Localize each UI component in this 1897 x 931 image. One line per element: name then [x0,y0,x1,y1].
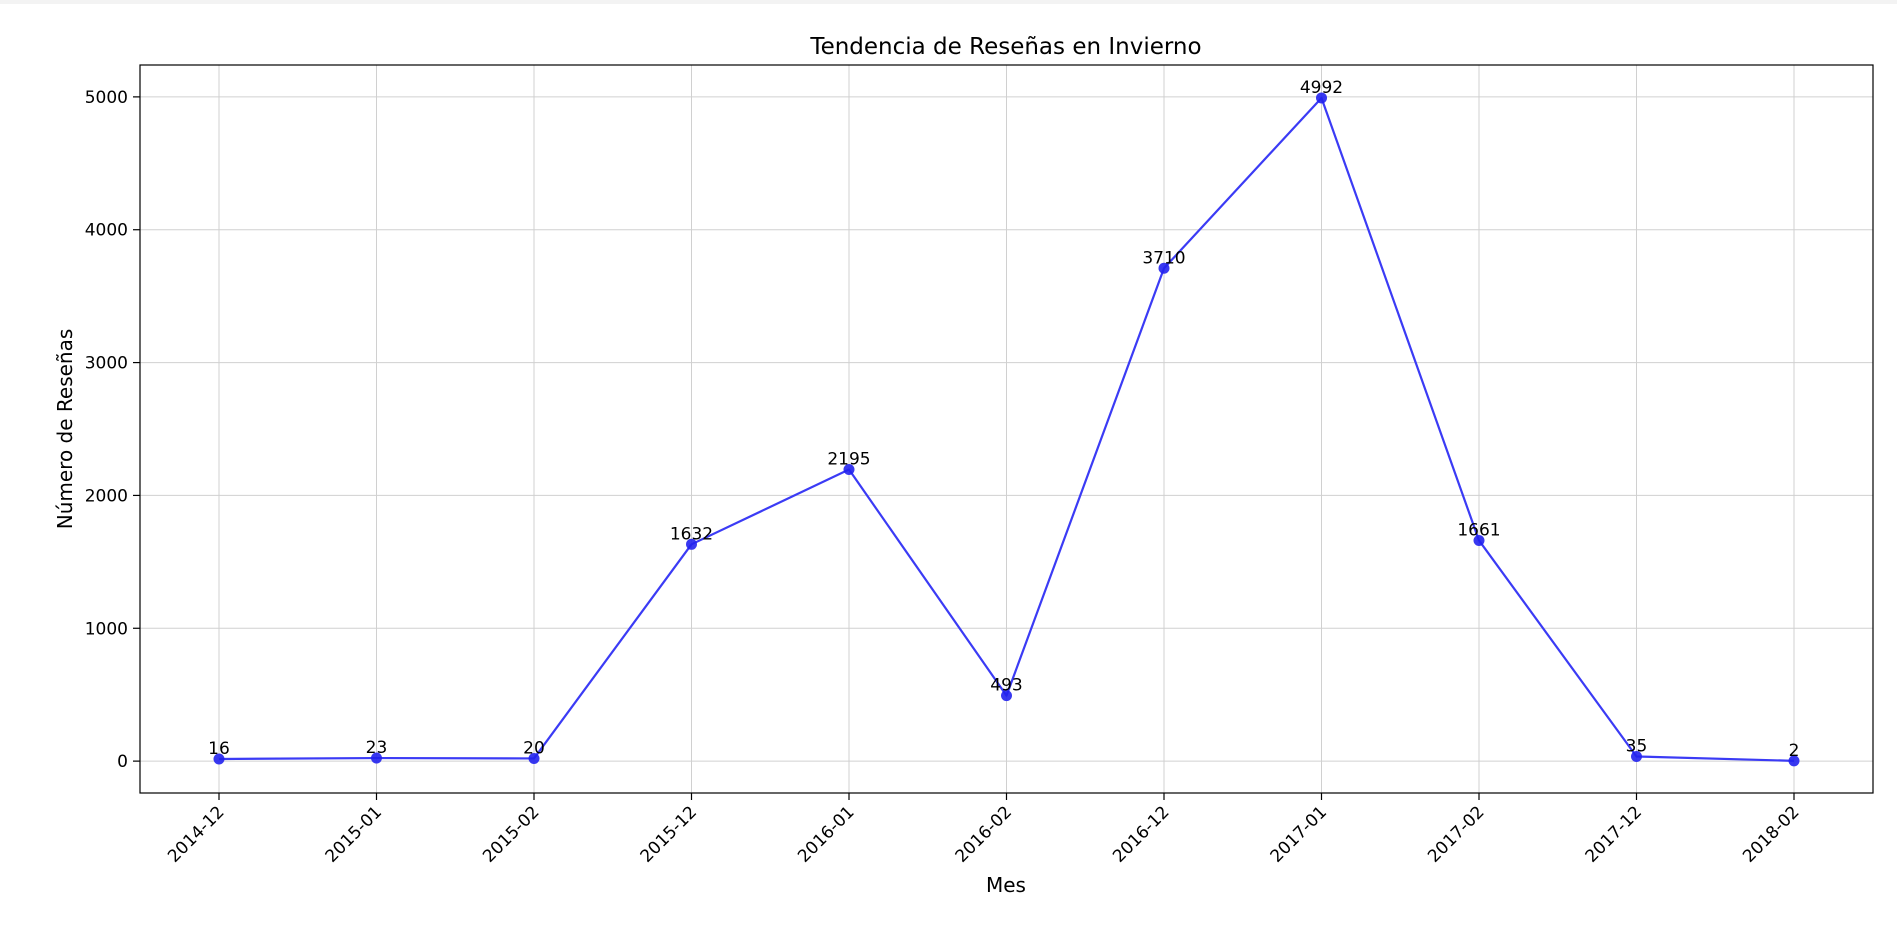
data-point [1788,755,1800,767]
grid-lines [140,65,1873,793]
data-point [1631,750,1642,762]
window-top-strip [0,0,1897,4]
data-point [1473,534,1485,546]
x-tick-label: 2015-02 [479,802,543,866]
data-point [1001,690,1012,702]
data-point [213,753,225,765]
x-tick-label: 2016-01 [794,802,858,866]
y-tick-label: 1000 [85,619,128,639]
data-label: 1661 [1457,520,1500,540]
data-label: 35 [1626,736,1648,756]
series-group [213,92,1800,767]
x-tick-label: 2017-02 [1424,802,1488,866]
data-point [1316,92,1327,104]
x-tick-label: 2015-12 [637,802,701,866]
y-tick-label: 0 [117,752,128,772]
data-point [1158,262,1170,274]
data-label: 23 [366,738,388,758]
x-tick-label: 2018-02 [1739,802,1803,866]
data-label: 1632 [670,524,713,544]
data-point [686,538,697,550]
data-labels: 16 23 20 1632 2195 493 3710 4992 1661 35 2 [208,78,1799,761]
data-label: 2 [1789,741,1800,761]
data-label: 16 [208,739,230,759]
x-tick-label: 2017-12 [1582,802,1646,866]
y-tick-label: 3000 [85,354,128,374]
y-tick-label: 2000 [85,486,128,506]
x-tick-label: 2015-01 [322,802,386,866]
y-axis-label: Número de Reseñas [53,329,77,530]
data-label: 3710 [1142,248,1185,268]
x-tick-label: 2016-12 [1109,802,1173,866]
y-tick-label: 4000 [85,221,128,241]
data-point [371,752,382,764]
data-point [528,752,540,764]
data-point [843,464,855,476]
x-axis-label: Mes [986,873,1026,897]
y-axis-ticks: 0 1000 2000 3000 4000 5000 [85,88,140,772]
x-tick-label: 2017-01 [1267,802,1331,866]
data-label: 493 [990,676,1022,696]
x-tick-label: 2014-12 [164,802,228,866]
x-tick-label: 2016-02 [952,802,1016,866]
data-label: 2195 [827,450,870,470]
chart-title: Tendencia de Reseñas en Invierno [809,34,1201,60]
data-label: 20 [523,738,545,758]
data-label: 4992 [1300,78,1343,98]
y-tick-label: 5000 [85,88,128,108]
x-axis-ticks: 2014-12 2015-01 2015-02 2015-12 2016-01 2016-… [164,793,1804,867]
